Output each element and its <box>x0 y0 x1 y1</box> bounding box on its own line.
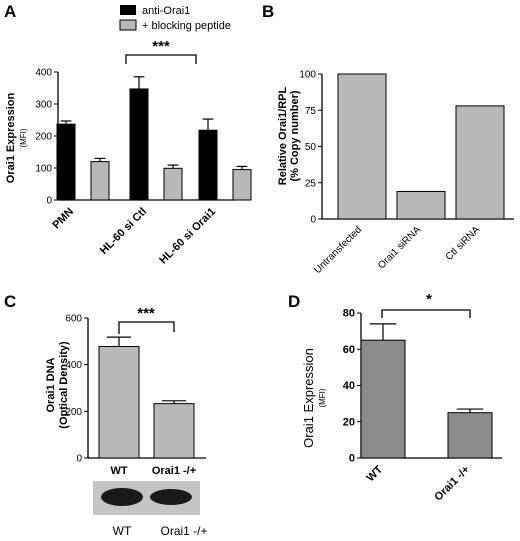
legend-swatch-blocking-peptide <box>119 19 137 31</box>
blot-band-orai1 <box>150 489 192 505</box>
y-tick-label-b: 50 <box>305 142 317 153</box>
x-tick-label-d: Orai1 -/+ <box>432 464 472 504</box>
x-tick-label-c: Orai1 -/+ <box>152 465 196 477</box>
bar-b-0 <box>337 73 387 220</box>
y-axis-title-a: Orai1 Expression <box>5 92 17 183</box>
legend-swatch-anti-orai1 <box>120 5 136 15</box>
y-axis-title-c: Orai1 DNA <box>45 357 57 412</box>
y-tick-label-d: 20 <box>343 416 355 428</box>
x-tick-label-a: HL-60 si Orai1 <box>157 206 218 267</box>
bar-a-2-1 <box>232 169 252 201</box>
x-tick-label-b: Untransfected <box>312 224 364 276</box>
chart-b: Relative Orai1/RPL (% Copy number) 0 25 50… <box>277 70 514 276</box>
significance-label-a: *** <box>152 38 170 55</box>
y-tick-label-a: 400 <box>35 68 52 79</box>
y-tick-label-c: 400 <box>65 360 82 371</box>
chart-d: Orai1 Expression (MFI) 0 20 40 60 80 WT Orai1… <box>301 291 502 503</box>
y-axis-unit-a: (MFI) <box>19 128 28 147</box>
significance-label-d: * <box>426 291 432 308</box>
bar-a-2-0 <box>198 129 218 201</box>
y-tick-label-a: 300 <box>35 100 52 111</box>
y-tick-label-a: 100 <box>35 164 52 175</box>
x-tick-label-d: WT <box>365 463 386 484</box>
y-tick-label-a: 200 <box>35 132 52 143</box>
bar-b-1 <box>396 190 446 220</box>
x-tick-label-c: WT <box>110 465 127 477</box>
y-tick-label-d: 80 <box>343 308 355 320</box>
western-blot-image <box>93 481 200 515</box>
y-axis-subtitle-c: (Optical Density) <box>58 341 70 429</box>
panel-letter-c: C <box>4 292 16 311</box>
y-tick-label-d: 0 <box>349 453 355 465</box>
legend-label-blocking-peptide: + blocking peptide <box>142 20 231 32</box>
y-axis-title-b: Relative Orai1/RPL <box>277 87 289 186</box>
y-axis-unit-d: (MFI) <box>318 388 327 407</box>
bar-a-1-1 <box>163 167 183 201</box>
panel-letter-d: D <box>288 292 300 311</box>
bar-d-0 <box>360 339 406 459</box>
y-tick-label-c: 200 <box>65 407 82 418</box>
blot-label-wt: WT <box>113 524 132 538</box>
y-tick-label-a: 0 <box>46 196 52 207</box>
significance-label-c: *** <box>137 305 155 322</box>
panel-letter-a: A <box>4 2 16 21</box>
y-tick-label-c: 0 <box>76 454 82 465</box>
bar-c-0 <box>98 345 140 459</box>
blot-label-orai1: Orai1 -/+ <box>160 524 207 538</box>
x-tick-label-b: Orai1 siRNA <box>376 224 423 271</box>
chart-c: Orai1 DNA (Optical Density) 0 200 400 600 W… <box>45 305 208 538</box>
significance-bracket-c <box>118 321 175 334</box>
x-tick-label-a: PMN <box>50 206 76 232</box>
bar-d-1 <box>447 412 493 459</box>
bar-c-1 <box>153 403 195 459</box>
panel-letter-b: B <box>262 2 274 21</box>
y-tick-label-c: 600 <box>65 314 82 325</box>
y-tick-label-b: 75 <box>305 106 317 117</box>
bar-a-1-0 <box>129 88 149 201</box>
y-tick-label-b: 0 <box>310 215 316 226</box>
y-tick-label-d: 60 <box>343 344 355 356</box>
x-tick-label-a: HL-60 si Ctl <box>98 206 149 257</box>
x-tick-label-b: Ctl siRNA <box>444 224 483 263</box>
bar-a-0-0 <box>56 123 76 201</box>
bar-b-2 <box>455 105 505 220</box>
bar-a-0-1 <box>90 161 110 201</box>
y-tick-label-b: 100 <box>299 70 316 81</box>
y-axis-title-d: Orai1 Expression <box>301 348 316 448</box>
legend-label-anti-orai1: anti-Orai1 <box>142 5 190 17</box>
y-tick-label-d: 40 <box>343 380 355 392</box>
significance-bracket-a <box>125 54 197 64</box>
y-axis-subtitle-b: (% Copy number) <box>289 90 301 181</box>
y-tick-label-b: 25 <box>305 178 317 189</box>
chart-a: anti-Orai1 + blocking peptide Orai1 Expr… <box>5 5 252 267</box>
blot-band-wt <box>101 488 143 506</box>
significance-bracket-d <box>381 309 471 318</box>
